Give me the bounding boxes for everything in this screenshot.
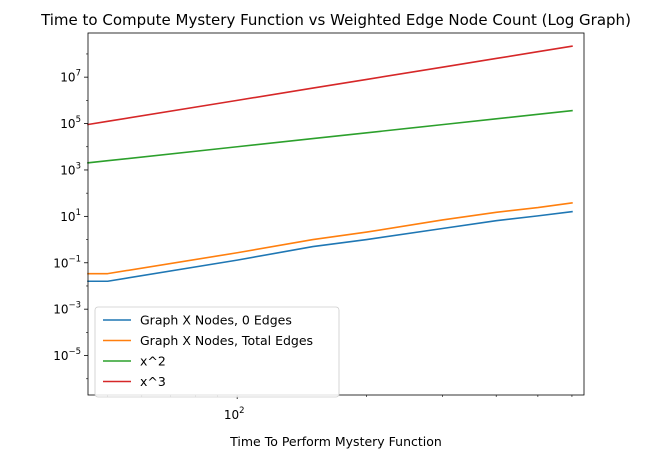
chart-title: Time to Compute Mystery Function vs Weig… [40, 11, 631, 29]
legend-box [94, 306, 340, 398]
y-tick-label-1: 10−3 [53, 301, 81, 317]
legend-label-3: x^3 [140, 374, 166, 389]
legend: Graph X Nodes, 0 Edges Graph X Nodes, Tot… [94, 306, 340, 398]
series-line-3 [87, 45, 573, 126]
series-layer [87, 45, 573, 283]
x-tick-label-0: 102 [224, 406, 245, 422]
y-tick-label-6: 107 [60, 69, 81, 85]
y-tick-label-0: 10−5 [53, 347, 81, 363]
y-tick-label-3: 101 [60, 208, 81, 224]
y-tick-label-5: 105 [60, 115, 81, 131]
y-tick-label-4: 103 [60, 161, 81, 177]
legend-label-1: Graph X Nodes, Total Edges [140, 333, 313, 348]
series-line-0 [87, 210, 573, 283]
series-line-2 [87, 109, 573, 164]
x-axis-label: Time To Perform Mystery Function [229, 434, 442, 449]
axis-layer: 10−5 10−3 10−1 101 103 105 107 102 [53, 53, 573, 422]
series-line-1 [87, 202, 573, 275]
y-tick-label-2: 10−1 [53, 254, 81, 270]
legend-label-2: x^2 [140, 354, 166, 369]
legend-label-0: Graph X Nodes, 0 Edges [140, 313, 292, 328]
